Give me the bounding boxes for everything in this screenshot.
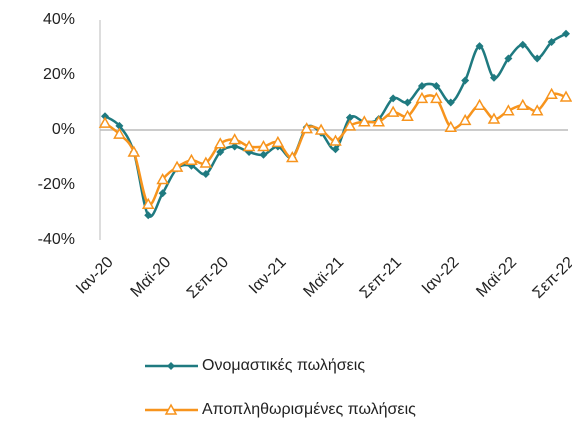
point-marker	[562, 29, 570, 38]
point-marker	[345, 113, 354, 122]
point-marker	[164, 403, 178, 415]
point-marker	[487, 112, 501, 124]
point-marker	[475, 42, 484, 51]
series-line	[104, 32, 567, 218]
point-marker	[259, 150, 268, 159]
y-tick-label: -40%	[38, 231, 75, 248]
legend-label: Ονομαστικές πωλήσεις	[202, 357, 365, 374]
point-marker	[559, 90, 572, 102]
point-marker	[403, 98, 412, 107]
point-marker	[432, 82, 441, 90]
point-marker	[329, 134, 342, 146]
point-marker	[547, 38, 556, 46]
point-marker	[257, 139, 270, 152]
point-marker	[216, 148, 225, 156]
point-marker	[331, 145, 340, 154]
y-tick-label: 40%	[43, 11, 75, 28]
x-tick-label: Σεπ-21	[357, 254, 405, 302]
point-marker	[545, 87, 558, 99]
point-marker	[98, 116, 112, 128]
point-marker	[201, 170, 210, 178]
point-marker	[461, 76, 470, 85]
point-marker	[144, 211, 153, 220]
x-tick-label: Ιαν-22	[419, 254, 463, 298]
point-marker	[113, 127, 126, 139]
point-marker	[158, 189, 167, 198]
point-marker	[516, 98, 530, 110]
point-marker	[386, 105, 400, 117]
point-marker	[314, 123, 328, 135]
point-marker	[185, 153, 198, 165]
point-marker	[430, 91, 443, 104]
point-marker	[115, 121, 124, 130]
point-marker	[372, 115, 385, 127]
point-marker	[502, 104, 515, 116]
point-marker	[242, 139, 256, 152]
x-tick-label: Σεπ-22	[530, 254, 572, 302]
point-marker	[415, 91, 429, 104]
x-tick-label: Σεπ-20	[184, 254, 232, 302]
point-marker	[170, 160, 184, 172]
point-marker	[271, 135, 285, 148]
x-tick-label: Ιαν-20	[73, 254, 117, 298]
point-marker	[358, 115, 371, 127]
point-marker	[401, 109, 414, 121]
x-tick-label: Ιαν-21	[246, 254, 290, 298]
point-marker	[101, 112, 109, 121]
point-marker	[518, 40, 527, 49]
point-marker	[199, 156, 213, 168]
point-marker	[458, 113, 472, 126]
point-marker	[446, 98, 455, 107]
y-tick-label: 20%	[43, 66, 75, 83]
x-tick-label: Μαϊ-21	[300, 254, 347, 301]
point-marker	[127, 145, 141, 157]
point-marker	[228, 133, 241, 145]
point-marker	[300, 122, 313, 134]
point-marker	[530, 104, 544, 116]
point-marker	[230, 142, 239, 151]
point-marker	[533, 54, 542, 63]
point-marker	[504, 54, 513, 63]
point-marker	[141, 197, 155, 209]
point-marker	[444, 120, 458, 132]
point-marker	[286, 150, 299, 163]
y-tick-label: 0%	[52, 121, 75, 138]
point-marker	[213, 137, 227, 149]
point-marker	[389, 94, 398, 103]
point-marker	[343, 119, 357, 131]
x-tick-label: Μαϊ-20	[128, 254, 175, 301]
x-tick-label: Μαϊ-22	[473, 254, 520, 301]
point-marker	[489, 73, 498, 82]
point-marker	[417, 82, 426, 90]
point-marker	[473, 98, 486, 110]
point-marker	[156, 172, 169, 185]
point-marker	[167, 362, 175, 370]
y-tick-label: -20%	[38, 176, 75, 193]
legend-label: Αποπληθωρισμένες πωλήσεις	[202, 401, 416, 418]
